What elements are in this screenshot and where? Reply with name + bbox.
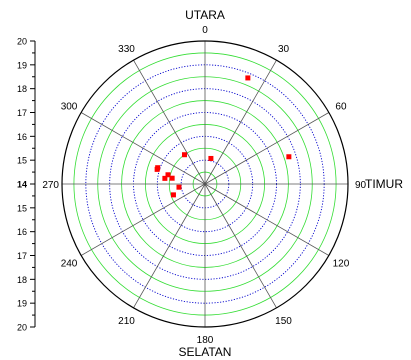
data-points <box>154 75 292 198</box>
data-point <box>165 172 171 178</box>
data-point <box>162 175 168 181</box>
grid-spoke <box>204 112 330 185</box>
radial-axis-label: 18 <box>17 275 27 285</box>
radial-axis-label: 16 <box>17 132 27 142</box>
radial-axis-label: 15 <box>17 156 27 166</box>
angle-tick-label: 60 <box>335 102 347 113</box>
grid-spoke <box>204 183 330 256</box>
angle-tick-label: 0 <box>202 25 208 36</box>
radial-axis-label: 19 <box>17 60 27 70</box>
data-point <box>170 192 176 198</box>
radial-axis-label: 15 <box>17 203 27 213</box>
angle-tick-label: 270 <box>42 180 59 191</box>
data-point <box>154 166 160 172</box>
radial-axis-label: 17 <box>17 251 27 261</box>
east-label: TIMUR <box>365 177 403 191</box>
grid-spoke <box>204 59 277 185</box>
angle-tick-label: 30 <box>278 44 290 55</box>
data-point <box>176 184 182 190</box>
radial-axis: 20 19 18 17 16 15 14 15 16 17 18 19 20 <box>17 37 36 333</box>
radial-axis-label: 19 <box>17 299 27 309</box>
grid-spoke <box>80 183 206 256</box>
grid-spoke <box>133 59 206 185</box>
grid-spoke <box>133 183 206 309</box>
radial-axis-label: 17 <box>17 108 27 118</box>
angle-tick-label: 90 <box>355 180 367 191</box>
radial-axis-label: 16 <box>17 227 27 237</box>
data-point <box>169 175 175 181</box>
angle-tick-label: 330 <box>118 44 135 55</box>
data-point <box>245 75 251 81</box>
data-point <box>181 152 187 158</box>
angle-tick-label: 120 <box>333 259 350 270</box>
data-point <box>208 155 214 161</box>
north-label: UTARA <box>185 8 225 22</box>
outer-boundary-circle <box>61 40 349 328</box>
grid-spoke <box>204 183 277 309</box>
radial-axis-label: 14 <box>17 180 27 190</box>
south-label: SELATAN <box>179 345 232 359</box>
radial-axis-label: 18 <box>17 84 27 94</box>
angle-tick-label: 210 <box>118 316 135 327</box>
angle-tick-label: 300 <box>61 102 78 113</box>
angle-tick-label: 180 <box>197 335 214 346</box>
grid-spokes <box>62 41 348 327</box>
data-point <box>286 154 292 160</box>
angle-tick-label: 150 <box>275 316 292 327</box>
radial-axis-label: 20 <box>17 37 27 47</box>
grid-spoke <box>80 112 206 185</box>
angle-tick-labels: 0 30 60 120 150 180 210 240 300 330 90 270 <box>42 25 366 346</box>
angle-tick-label: 240 <box>61 259 78 270</box>
radial-axis-label: 20 <box>17 323 27 333</box>
